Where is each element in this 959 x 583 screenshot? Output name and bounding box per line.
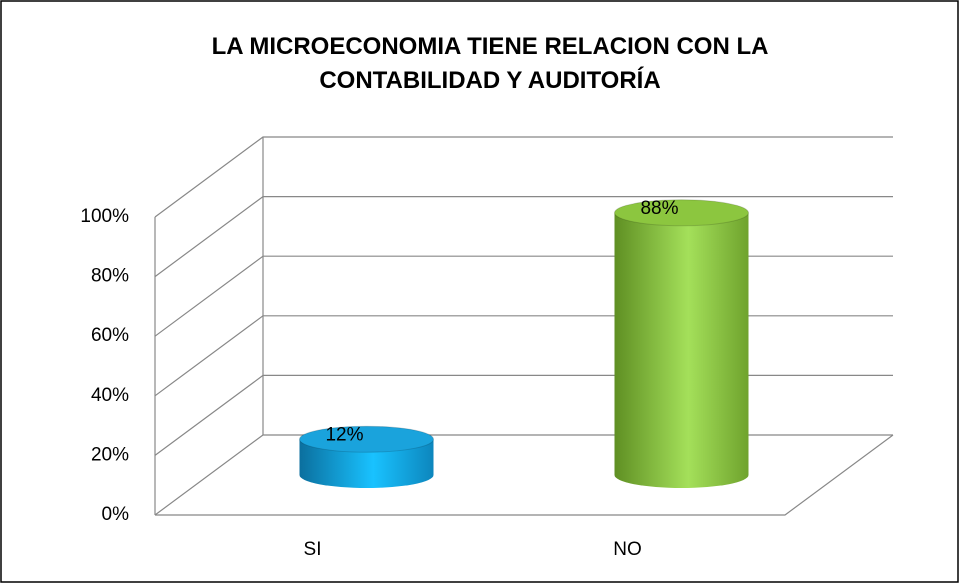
- y-tick-label: 80%: [91, 266, 129, 287]
- y-tick-label: 0%: [102, 504, 130, 525]
- bar-part: [299, 425, 434, 453]
- chart-title: LA MICROECONOMIA TIENE RELACION CON LA C…: [211, 33, 769, 94]
- bar-part: [299, 439, 434, 489]
- y-tick-label: 40%: [91, 385, 129, 406]
- y-tick-label: 20%: [91, 444, 129, 465]
- grid-line: [154, 196, 893, 278]
- x-tick-label: NO: [613, 539, 642, 560]
- grid-line: [154, 136, 893, 218]
- y-tick-label: 100%: [80, 206, 129, 227]
- bar-part: [614, 199, 749, 227]
- bar: [614, 199, 749, 489]
- bar: [299, 425, 434, 489]
- floor: [155, 434, 894, 516]
- value-label: 12%: [325, 424, 363, 445]
- value-label: 88%: [640, 198, 678, 219]
- bar-part: [614, 212, 749, 489]
- x-tick-label: SI: [304, 539, 322, 560]
- y-tick-label: 60%: [91, 325, 129, 346]
